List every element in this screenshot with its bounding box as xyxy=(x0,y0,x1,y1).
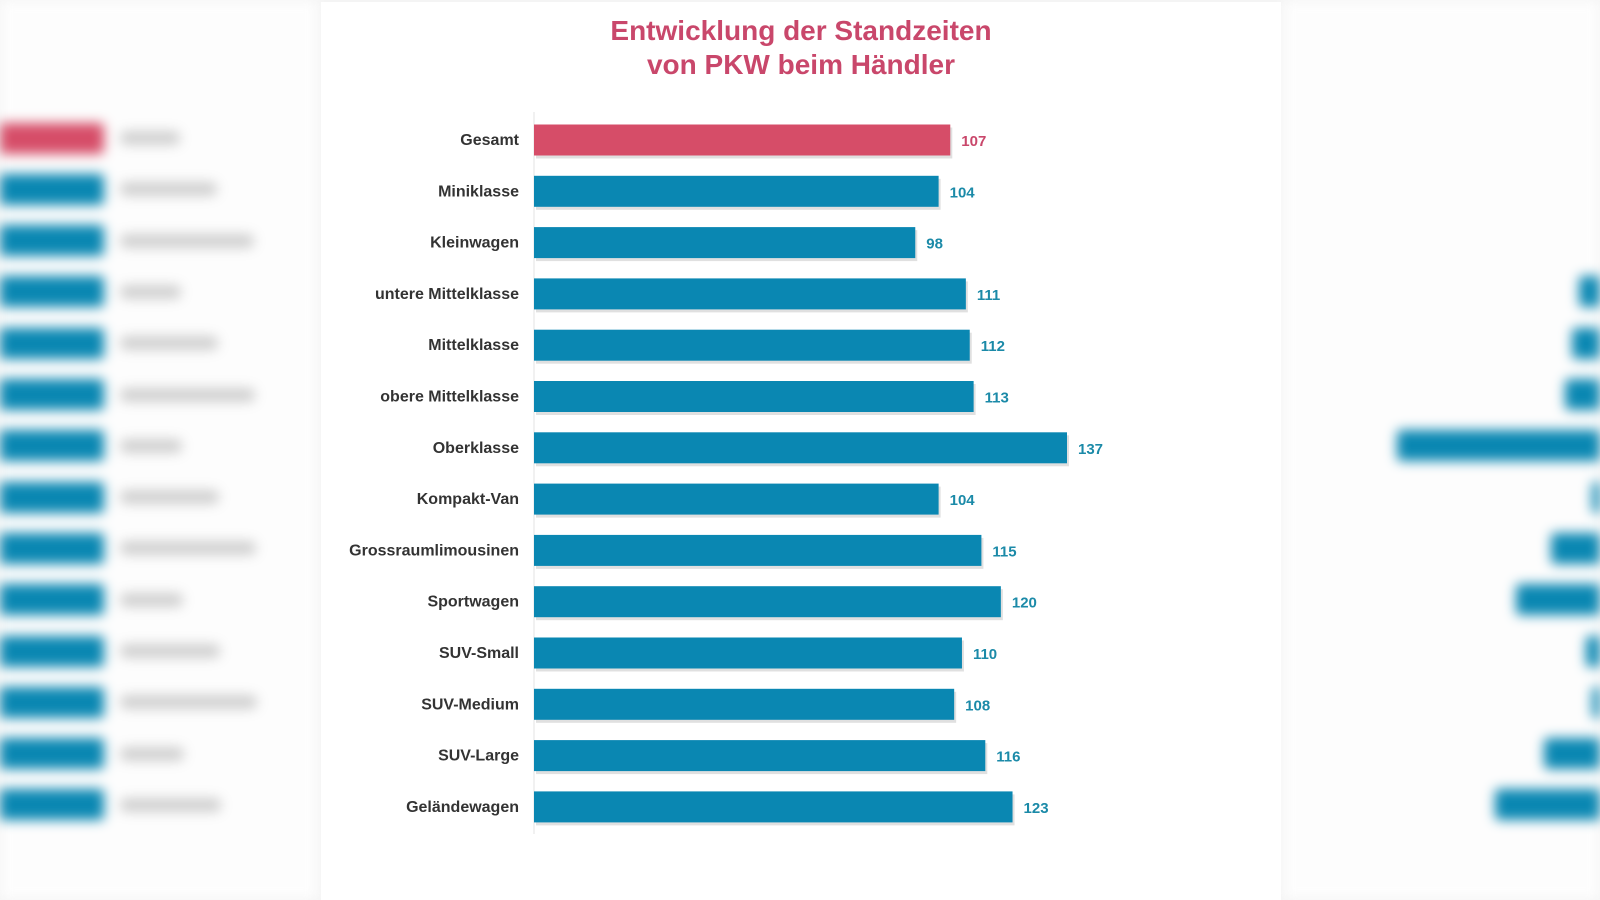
value-label: 113 xyxy=(985,390,1009,407)
bar-suv-small xyxy=(534,637,962,669)
bar-kleinwagen xyxy=(534,227,916,259)
blurred-label xyxy=(120,695,257,710)
category-label: Sportwagen xyxy=(427,594,519,611)
value-label: 120 xyxy=(1012,595,1037,612)
blurred-label xyxy=(120,644,220,658)
bar-suv-large xyxy=(534,740,986,772)
blurred-label xyxy=(120,182,217,197)
category-label: SUV-Medium xyxy=(421,696,519,713)
bar-sportwagen xyxy=(534,586,1001,618)
blurred-bar xyxy=(1565,379,1600,410)
blurred-bar xyxy=(0,276,104,308)
blurred-label xyxy=(120,284,181,299)
chart-panel: Entwicklung der Standzeiten von PKW beim… xyxy=(321,2,1281,900)
blurred-bar xyxy=(0,532,104,564)
blurred-label xyxy=(120,131,180,145)
bar-grossraumlimousinen xyxy=(534,534,982,566)
blurred-label xyxy=(120,797,221,812)
blurred-bar xyxy=(1586,635,1600,667)
category-label: Grossraumlimousinen xyxy=(349,542,519,559)
category-label: obere Mittelklasse xyxy=(380,389,519,406)
bar-obere-mittelklasse xyxy=(534,381,974,412)
blurred-bar xyxy=(0,635,104,667)
blurred-label xyxy=(120,336,218,351)
bar-suv-medium xyxy=(534,688,955,720)
bar-kompakt-van xyxy=(534,483,939,515)
category-label: SUV-Large xyxy=(438,748,519,765)
blurred-bar xyxy=(1579,276,1600,308)
chart-title-line-2: von PKW beim Händler xyxy=(646,49,956,80)
blurred-bar xyxy=(0,789,104,821)
category-label: Oberklasse xyxy=(433,440,519,457)
blurred-bar xyxy=(0,225,104,257)
value-label: 116 xyxy=(996,749,1020,766)
category-label: Kompakt-Van xyxy=(417,491,519,508)
bar-untere-mittelklasse xyxy=(534,278,966,310)
blurred-background-left xyxy=(0,0,318,900)
blurred-bar xyxy=(0,173,104,205)
blurred-bar xyxy=(0,686,104,718)
bar-geländewagen xyxy=(534,791,1013,823)
value-label: 104 xyxy=(950,492,976,509)
blurred-bar xyxy=(1572,327,1600,359)
value-label: 111 xyxy=(977,287,1000,304)
value-label: 98 xyxy=(926,236,943,253)
bar-gesamt xyxy=(534,124,951,156)
category-label: Mittelklasse xyxy=(428,337,519,354)
value-label: 110 xyxy=(973,646,997,663)
bar-miniklasse xyxy=(534,175,939,207)
blurred-bar xyxy=(1592,481,1600,513)
blurred-label xyxy=(120,592,183,607)
blurred-label xyxy=(120,438,182,453)
value-label: 137 xyxy=(1078,441,1103,458)
blurred-bar xyxy=(0,327,104,359)
blurred-bar xyxy=(1397,430,1600,462)
category-label: SUV-Small xyxy=(439,645,519,662)
category-label: Geländewagen xyxy=(406,799,519,816)
blurred-bar xyxy=(0,430,104,462)
chart-title-line-1: Entwicklung der Standzeiten xyxy=(610,15,992,46)
category-label: Kleinwagen xyxy=(430,235,519,252)
blurred-bar xyxy=(1544,738,1600,770)
value-label: 108 xyxy=(965,697,990,714)
value-label: 123 xyxy=(1024,800,1049,817)
blurred-bar xyxy=(0,738,104,770)
blurred-bar xyxy=(1516,584,1600,616)
blurred-label xyxy=(120,746,184,761)
blurred-bar xyxy=(1551,532,1600,564)
blurred-bar xyxy=(0,379,104,410)
blurred-bar xyxy=(1495,789,1600,821)
blurred-label xyxy=(120,387,255,402)
blurred-label xyxy=(120,233,254,248)
value-label: 115 xyxy=(992,543,1016,560)
bar-oberklasse xyxy=(534,432,1067,464)
blurred-bar xyxy=(0,122,104,154)
bar-mittelklasse xyxy=(534,329,970,361)
blurred-bar xyxy=(1592,686,1600,718)
blurred-label xyxy=(120,490,219,505)
blurred-background-right xyxy=(1283,0,1600,900)
category-label: Miniklasse xyxy=(438,183,519,200)
value-label: 107 xyxy=(961,133,986,150)
value-label: 104 xyxy=(950,184,976,201)
category-label: untere Mittelklasse xyxy=(375,286,519,303)
category-label: Gesamt xyxy=(460,132,519,149)
blurred-bar xyxy=(0,481,104,513)
blurred-bar xyxy=(0,584,104,616)
blurred-label xyxy=(120,541,256,556)
value-label: 112 xyxy=(981,338,1005,355)
bar-chart: Gesamt 107 Miniklasse 104 Kleinwagen 98 untere… xyxy=(349,112,1103,834)
